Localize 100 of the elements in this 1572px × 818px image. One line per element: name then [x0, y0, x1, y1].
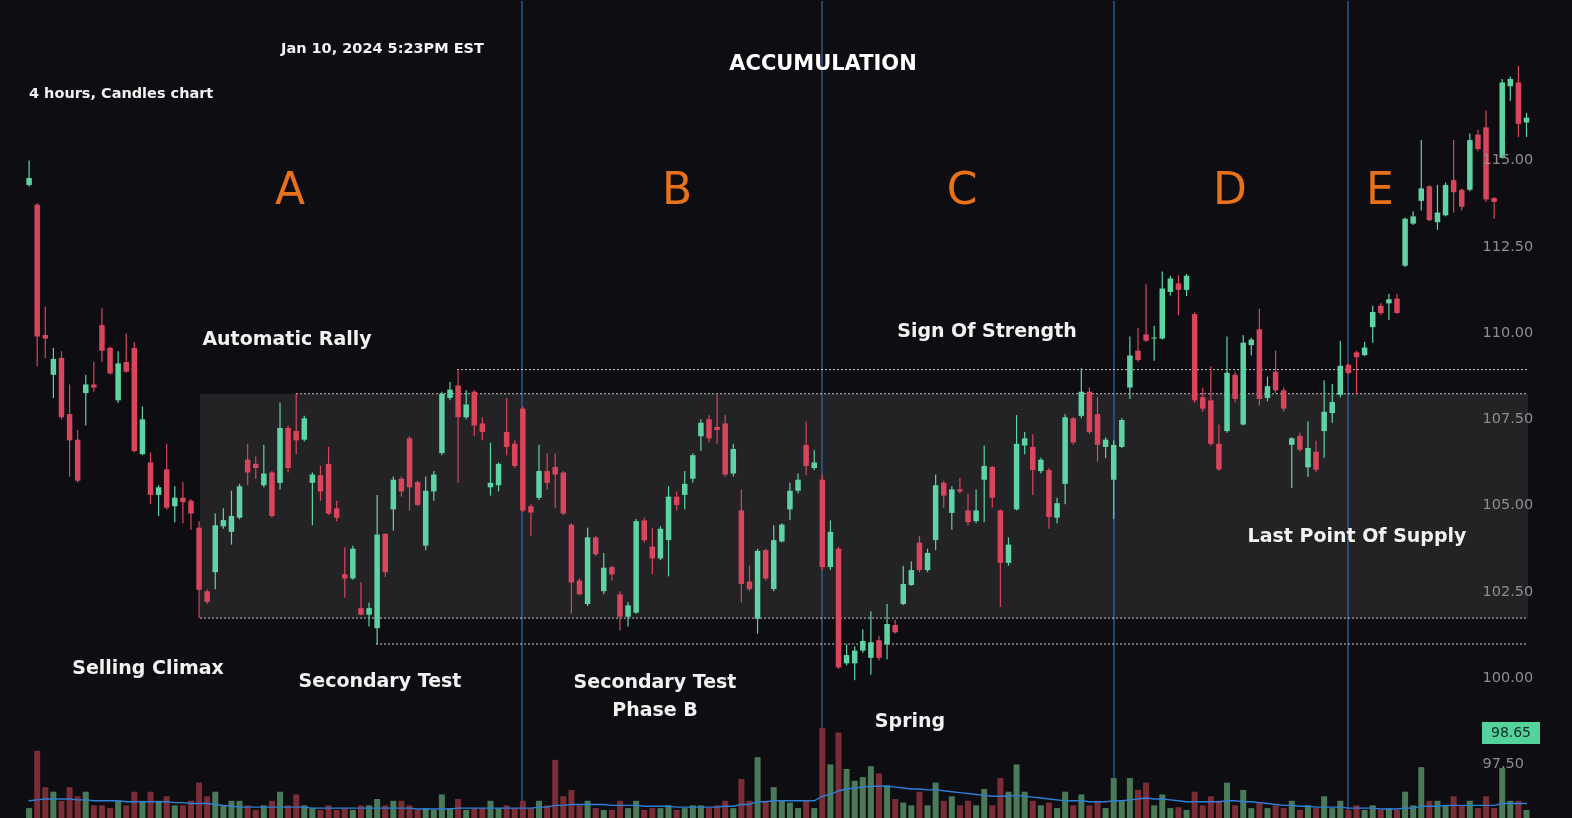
candlestick — [981, 444, 987, 523]
candlestick — [1386, 293, 1392, 321]
y-tick-label: 102.50 — [1482, 582, 1534, 599]
candlestick — [1353, 350, 1360, 396]
bar — [1304, 805, 1311, 818]
bar — [1280, 808, 1287, 818]
candlestick — [1143, 283, 1149, 343]
bar — [1118, 800, 1125, 818]
bar — [479, 808, 486, 818]
bar — [1442, 805, 1449, 818]
bar — [851, 780, 858, 818]
bar — [1474, 808, 1481, 818]
bar — [584, 800, 591, 818]
candlestick — [1175, 274, 1182, 317]
candlestick — [1313, 440, 1319, 473]
candlestick — [1491, 196, 1497, 220]
bar — [1045, 802, 1052, 818]
bar — [438, 794, 445, 818]
bar — [196, 782, 203, 818]
bar — [681, 808, 688, 818]
bar — [884, 785, 891, 818]
candlestick — [795, 472, 801, 495]
bar — [98, 805, 105, 818]
bar — [762, 800, 769, 818]
bar — [155, 800, 162, 818]
candlestick — [884, 603, 890, 660]
bar — [892, 798, 899, 818]
bar — [277, 791, 284, 818]
candlestick — [544, 452, 550, 490]
candlestick — [1329, 383, 1335, 424]
bar — [811, 808, 818, 818]
bar — [204, 796, 211, 818]
annotation: 4 hours, Candles chart — [29, 85, 214, 101]
bar — [1507, 800, 1514, 818]
bar — [1402, 791, 1409, 818]
bar — [1499, 768, 1506, 818]
bar — [616, 800, 623, 818]
bar — [754, 757, 761, 818]
bar — [948, 796, 955, 818]
bar — [463, 809, 470, 818]
bar — [252, 809, 259, 818]
candlestick — [503, 397, 510, 456]
bar — [495, 808, 502, 818]
bar — [1232, 805, 1239, 818]
candlestick — [1151, 325, 1157, 362]
annotation: A — [274, 163, 306, 214]
bar — [997, 778, 1004, 818]
candlestick — [601, 552, 607, 595]
bar — [981, 788, 988, 818]
bar — [989, 805, 996, 818]
bar — [1272, 805, 1279, 818]
candlestick — [358, 581, 364, 616]
bar — [1183, 809, 1190, 818]
bar — [1167, 808, 1174, 818]
bar — [657, 808, 664, 818]
annotation: Last Point Of Supply — [1247, 524, 1468, 546]
annotation: C — [946, 163, 978, 214]
bar — [341, 808, 348, 818]
bar — [74, 796, 81, 818]
bar — [1240, 789, 1247, 818]
bar — [1224, 782, 1231, 818]
annotation: Automatic Rally — [202, 327, 373, 349]
y-tick-label: 105.00 — [1482, 496, 1534, 513]
candlestick — [940, 480, 947, 509]
candlestick — [617, 590, 623, 632]
candlestick — [1054, 497, 1060, 524]
bar — [1418, 767, 1425, 818]
candlestick — [1394, 293, 1400, 315]
bar — [34, 750, 41, 818]
bar — [1199, 805, 1206, 818]
candlestick — [811, 449, 817, 471]
bar — [414, 809, 421, 818]
candlestick — [787, 482, 793, 521]
candlestick — [447, 381, 453, 401]
bar — [1458, 805, 1465, 818]
candlestick — [333, 500, 340, 522]
bar — [1054, 808, 1061, 818]
bar — [600, 809, 607, 818]
bar — [932, 782, 939, 818]
candlestick — [552, 452, 558, 509]
candlestick — [900, 565, 907, 606]
bar — [1102, 808, 1109, 818]
bar — [819, 728, 826, 818]
candlestick — [1450, 139, 1457, 214]
bar — [965, 800, 972, 818]
bar — [738, 778, 745, 818]
candlestick — [1475, 129, 1481, 152]
bar — [835, 732, 842, 818]
bar — [42, 787, 49, 818]
bar — [293, 794, 300, 818]
bar — [1288, 800, 1295, 818]
bar — [1256, 802, 1263, 818]
candlestick — [479, 416, 486, 441]
bar — [1313, 808, 1320, 818]
bar — [641, 809, 648, 818]
bar — [187, 800, 194, 818]
candlestick — [1289, 436, 1295, 489]
bar — [1070, 805, 1077, 818]
candlestick — [876, 635, 882, 662]
bar — [1086, 805, 1093, 818]
